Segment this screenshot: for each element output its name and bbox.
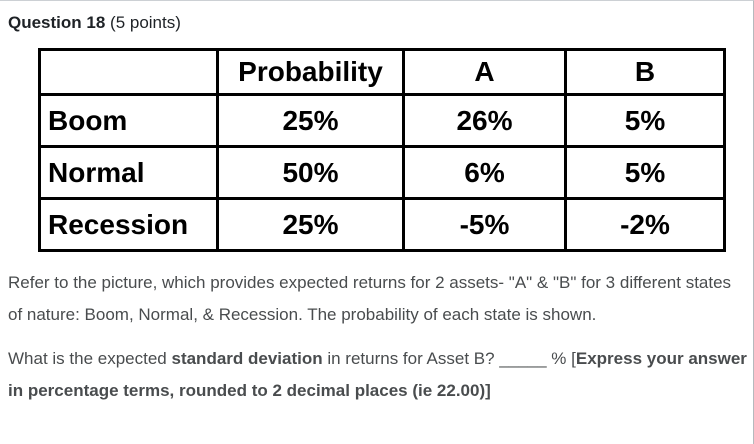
table-cell: 6% [402,145,567,200]
question-number: Question 18 [8,13,106,32]
table-header-row: Probability A B [38,48,726,96]
table-cell: 25% [216,93,405,148]
question-heading: Question 18 (5 points) [0,1,753,33]
prompt-segment-bold: Express your answer in percentage terms,… [8,349,747,400]
row-label: Normal [38,145,219,200]
table-row-recession: Recession 25% -5% -2% [38,197,726,252]
table-cell: 25% [216,197,405,252]
row-label: Boom [38,93,219,148]
column-header-asset-a: A [402,48,567,96]
table-cell: 26% [402,93,567,148]
prompt-segment: in returns for Asset B? _____ % [ [322,349,576,368]
returns-table: Probability A B Boom 25% 26% 5% Normal 5… [38,48,726,252]
table-cell: -5% [402,197,567,252]
question-prompt-text: What is the expected standard deviation … [8,343,747,406]
column-header-probability: Probability [216,48,405,96]
prompt-segment-bold: standard deviation [171,349,323,368]
table-corner-cell [38,48,219,96]
table-row-boom: Boom 25% 26% 5% [38,93,726,148]
table-cell: 5% [564,145,726,200]
table-cell: 50% [216,145,405,200]
question-points: (5 points) [105,13,181,32]
column-header-asset-b: B [564,48,726,96]
table-cell: -2% [564,197,726,252]
prompt-segment: What is the expected [8,349,172,368]
table-cell: 5% [564,93,726,148]
row-label: Recession [38,197,219,252]
question-intro-text: Refer to the picture, which provides exp… [8,273,732,324]
table-row-normal: Normal 50% 6% 5% [38,145,726,200]
